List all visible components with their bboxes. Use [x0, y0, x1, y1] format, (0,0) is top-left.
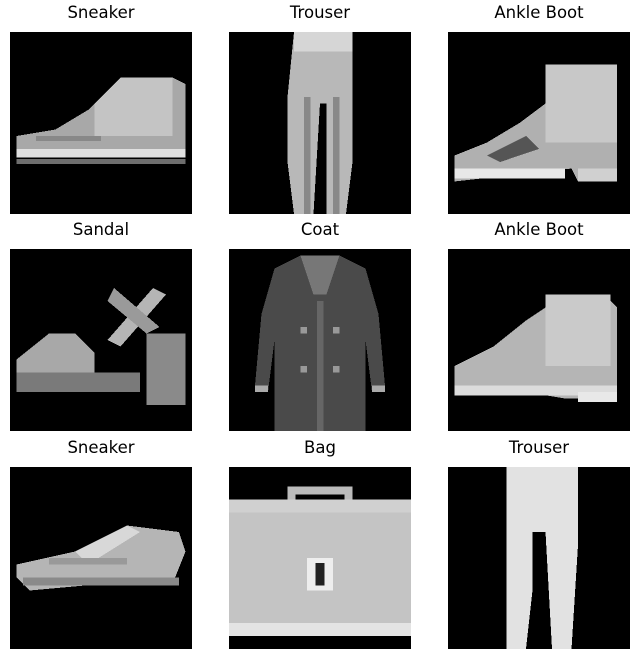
- bag-image: [229, 467, 411, 649]
- image-title: Sneaker: [67, 438, 135, 457]
- sneaker-image: [10, 32, 192, 214]
- image-title: Coat: [300, 220, 340, 239]
- image-title: Sandal: [72, 220, 130, 239]
- image-title: Ankle Boot: [494, 220, 584, 239]
- sneaker-image: [10, 467, 192, 649]
- image-title: Trouser: [289, 3, 351, 22]
- trouser-image: [229, 32, 411, 214]
- coat-image: [229, 249, 411, 431]
- image-title: Bag: [304, 438, 336, 457]
- image-title: Trouser: [508, 438, 570, 457]
- ankle-boot-image: [448, 249, 630, 431]
- sandal-image: [10, 249, 192, 431]
- image-title: Sneaker: [67, 3, 135, 22]
- image-title: Ankle Boot: [494, 3, 584, 22]
- ankle-boot-image: [448, 32, 630, 214]
- trouser-image: [448, 467, 630, 649]
